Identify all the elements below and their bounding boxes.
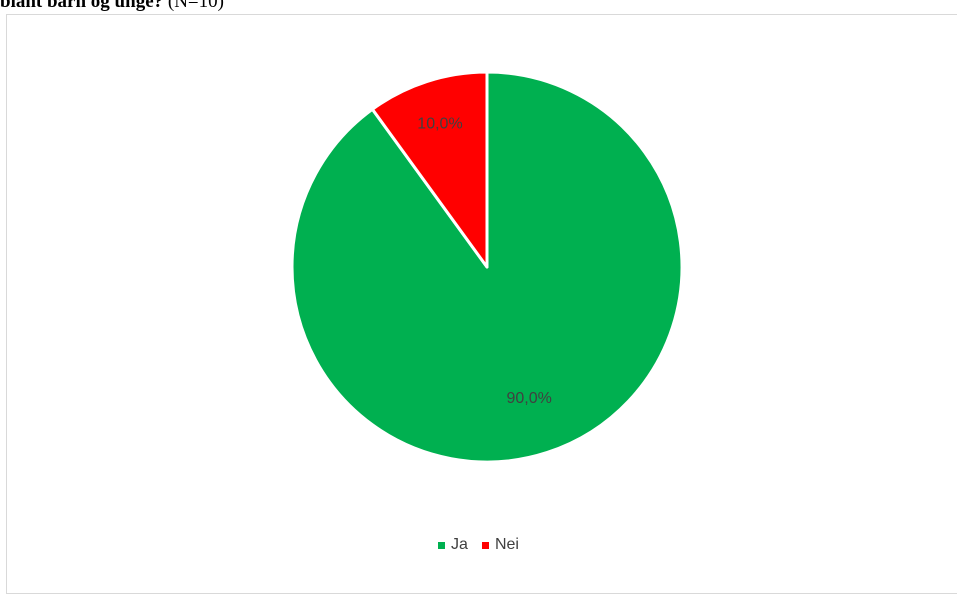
- legend-item-ja: Ja: [438, 536, 468, 554]
- legend-label-nei: Nei: [494, 536, 519, 553]
- caption-sample-size: (N=10): [163, 0, 224, 12]
- legend-swatch-nei: [481, 541, 489, 549]
- pie-chart: 90,0% 10,0%: [290, 70, 684, 464]
- slice-label-nei: 10,0%: [417, 115, 462, 132]
- chart-caption: blant barn og unge? (N=10): [0, 0, 224, 13]
- slice-nei: [370, 70, 489, 269]
- legend-label-ja: Ja: [451, 536, 468, 553]
- legend-item-nei: Nei: [481, 536, 519, 554]
- chart-legend: Ja Nei: [0, 536, 957, 554]
- slice-label-ja: 90,0%: [506, 390, 551, 407]
- legend-swatch-ja: [438, 541, 446, 549]
- caption-question: blant barn og unge?: [0, 0, 164, 12]
